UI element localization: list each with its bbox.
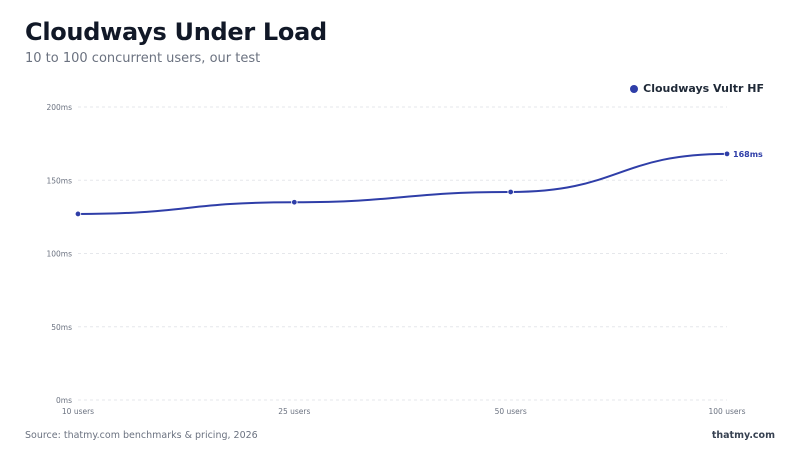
legend-swatch bbox=[630, 84, 639, 93]
brand-label: thatmy.com bbox=[711, 430, 775, 441]
x-tick-label: 25 users bbox=[278, 407, 310, 416]
y-tick-label: 50ms bbox=[51, 323, 72, 332]
y-tick-label: 200ms bbox=[46, 103, 72, 112]
x-tick-label: 10 users bbox=[62, 407, 94, 416]
y-tick-label: 0ms bbox=[56, 396, 72, 405]
legend-label: Cloudways Vultr HF bbox=[643, 82, 764, 95]
x-axis: 10 users 25 users 50 users 100 users bbox=[62, 407, 746, 416]
data-point bbox=[291, 199, 298, 206]
chart-title: Cloudways Under Load bbox=[25, 18, 327, 46]
data-point bbox=[723, 150, 731, 158]
grid bbox=[78, 106, 727, 401]
y-axis: 0ms 50ms 100ms 150ms 200ms bbox=[46, 103, 72, 405]
source-note: Source: thatmy.com benchmarks & pricing,… bbox=[25, 430, 258, 441]
x-tick-label: 50 users bbox=[495, 407, 527, 416]
chart-subtitle: 10 to 100 concurrent users, our test bbox=[25, 51, 261, 66]
end-value-label: 168ms bbox=[733, 150, 763, 159]
series-line bbox=[77, 152, 728, 215]
series: 168ms bbox=[74, 150, 763, 218]
y-tick-label: 150ms bbox=[46, 176, 72, 185]
data-point bbox=[507, 188, 514, 196]
legend: Cloudways Vultr HF bbox=[630, 82, 764, 95]
x-tick-label: 100 users bbox=[709, 407, 746, 416]
y-tick-label: 100ms bbox=[46, 250, 72, 259]
data-point bbox=[74, 210, 82, 218]
